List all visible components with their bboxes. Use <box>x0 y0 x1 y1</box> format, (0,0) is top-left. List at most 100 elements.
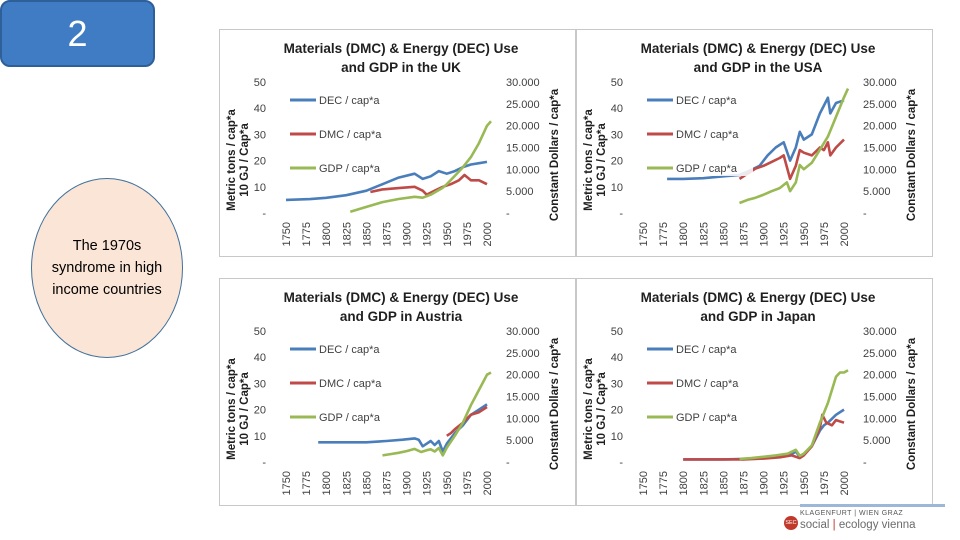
right-axis-title: Constant Dollars / cap*a <box>549 337 561 470</box>
legend-label: GDP / cap*a <box>319 412 381 424</box>
x-tick-label: 1850 <box>718 471 730 495</box>
legend-entry-gdp: GDP / cap*a <box>286 409 396 425</box>
left-tick-label: 30 <box>254 129 266 141</box>
logo-name-social: social <box>800 519 830 531</box>
left-tick-label: - <box>619 457 623 469</box>
right-tick-label: 30.000 <box>506 326 540 338</box>
left-tick-label: 50 <box>611 326 623 338</box>
logo-badge-icon: SEC <box>784 516 798 530</box>
x-tick-label: 1975 <box>462 471 474 495</box>
chart-title: Materials (DMC) & Energy (DEC) Use <box>641 290 876 305</box>
legend-entry-gdp: GDP / cap*a <box>643 409 753 425</box>
logo-name-bar: | <box>832 519 836 531</box>
slide-number-box: 2 <box>0 0 155 67</box>
chart-japan: Materials (DMC) & Energy (DEC) Use and GD… <box>576 278 933 506</box>
right-tick-label: 15.000 <box>506 143 540 155</box>
right-tick-label: 25.000 <box>506 99 540 111</box>
right-tick-label: - <box>863 457 867 469</box>
series-line-dec <box>285 160 488 202</box>
chart-uk: Materials (DMC) & Energy (DEC) Use and GD… <box>219 29 576 257</box>
legend-label: DEC / cap*a <box>676 95 737 107</box>
left-tick-label: 50 <box>611 77 623 89</box>
x-tick-label: 1925 <box>779 222 791 246</box>
x-tick-label: 1800 <box>321 471 333 495</box>
right-tick-label: 30.000 <box>863 326 897 338</box>
x-tick-label: 1975 <box>819 222 831 246</box>
legend-bg <box>643 126 753 142</box>
chart-usa: Materials (DMC) & Energy (DEC) Use and GD… <box>576 29 933 257</box>
right-tick-label: 20.000 <box>506 121 540 133</box>
left-axis-title: Metric tons / cap*a <box>226 358 238 460</box>
legend-entry-dmc: DMC / cap*a <box>643 126 753 142</box>
left-tick-label: 50 <box>254 77 266 89</box>
left-tick-label: 30 <box>611 129 623 141</box>
legend-entry-dec: DEC / cap*a <box>286 341 396 357</box>
x-tick-label: 1875 <box>382 222 394 246</box>
right-tick-label: 10.000 <box>863 413 897 425</box>
x-tick-label: 1975 <box>819 471 831 495</box>
legend-bg <box>643 341 753 357</box>
x-tick-label: 1775 <box>658 471 670 495</box>
x-tick-label: 1875 <box>739 471 751 495</box>
x-tick-label: 1925 <box>779 471 791 495</box>
right-tick-label: 20.000 <box>863 121 897 133</box>
right-tick-label: 15.000 <box>506 392 540 404</box>
legend-label: DMC / cap*a <box>319 378 382 390</box>
left-axis-subtitle: 10 GJ / Cap*a <box>239 372 251 446</box>
left-axis-title: Metric tons / cap*a <box>583 358 595 460</box>
legend-label: GDP / cap*a <box>676 163 738 175</box>
legend-bg <box>286 126 396 142</box>
left-tick-label: 30 <box>611 378 623 390</box>
chart-svg: Materials (DMC) & Energy (DEC) Use and GD… <box>226 290 561 495</box>
right-tick-label: 10.000 <box>506 413 540 425</box>
legend-entry-dec: DEC / cap*a <box>643 341 753 357</box>
series-line-gdp <box>739 88 850 205</box>
left-axis-title: Metric tons / cap*a <box>226 109 238 211</box>
x-tick-label: 1775 <box>301 222 313 246</box>
legend-bg <box>643 409 753 425</box>
legend-bg <box>286 341 396 357</box>
x-tick-label: 1900 <box>402 471 414 495</box>
legend-entry-gdp: GDP / cap*a <box>643 160 753 176</box>
x-tick-label: 1800 <box>678 471 690 495</box>
legend-bg <box>286 160 396 176</box>
logo-universities: KLAGENFURT | WIEN GRAZ <box>800 510 904 517</box>
x-tick-label: 1775 <box>301 471 313 495</box>
x-tick-label: 1950 <box>799 471 811 495</box>
series-line-dmc <box>683 413 845 461</box>
legend-label: DEC / cap*a <box>319 95 380 107</box>
x-tick-label: 1825 <box>341 471 353 495</box>
left-tick-label: 40 <box>254 352 266 364</box>
legend-bg <box>643 375 753 391</box>
right-tick-label: 10.000 <box>863 164 897 176</box>
legend-bg <box>643 160 753 176</box>
chart-title: Materials (DMC) & Energy (DEC) Use <box>641 41 876 56</box>
right-tick-label: 10.000 <box>506 164 540 176</box>
right-tick-label: 5.000 <box>863 435 891 447</box>
left-axis-title: Metric tons / cap*a <box>583 109 595 211</box>
right-tick-label: - <box>863 208 867 220</box>
x-tick-label: 1875 <box>382 471 394 495</box>
chart-subtitle: and GDP in Japan <box>700 309 815 324</box>
left-tick-label: 20 <box>254 156 266 168</box>
legend-entry-dec: DEC / cap*a <box>643 92 753 108</box>
x-tick-label: 1975 <box>462 222 474 246</box>
series-line-gdp <box>382 371 492 457</box>
chart-title: Materials (DMC) & Energy (DEC) Use <box>284 41 519 56</box>
left-tick-label: 40 <box>254 103 266 115</box>
chart-svg: Materials (DMC) & Energy (DEC) Use and GD… <box>583 290 918 495</box>
left-axis-subtitle: 10 GJ / Cap*a <box>596 372 608 446</box>
right-tick-label: 5.000 <box>506 435 534 447</box>
right-tick-label: 25.000 <box>506 348 540 360</box>
legend-label: DEC / cap*a <box>319 344 380 356</box>
series-line-gdp <box>349 120 492 213</box>
legend-entry-dec: DEC / cap*a <box>286 92 396 108</box>
series-line-dmc <box>738 138 845 181</box>
left-tick-label: - <box>262 208 266 220</box>
right-tick-label: 5.000 <box>863 186 891 198</box>
slide-number: 2 <box>67 12 88 54</box>
series-line-gdp <box>739 369 849 461</box>
left-tick-label: 40 <box>611 103 623 115</box>
right-tick-label: 30.000 <box>863 77 897 89</box>
logo-bar <box>800 504 945 507</box>
